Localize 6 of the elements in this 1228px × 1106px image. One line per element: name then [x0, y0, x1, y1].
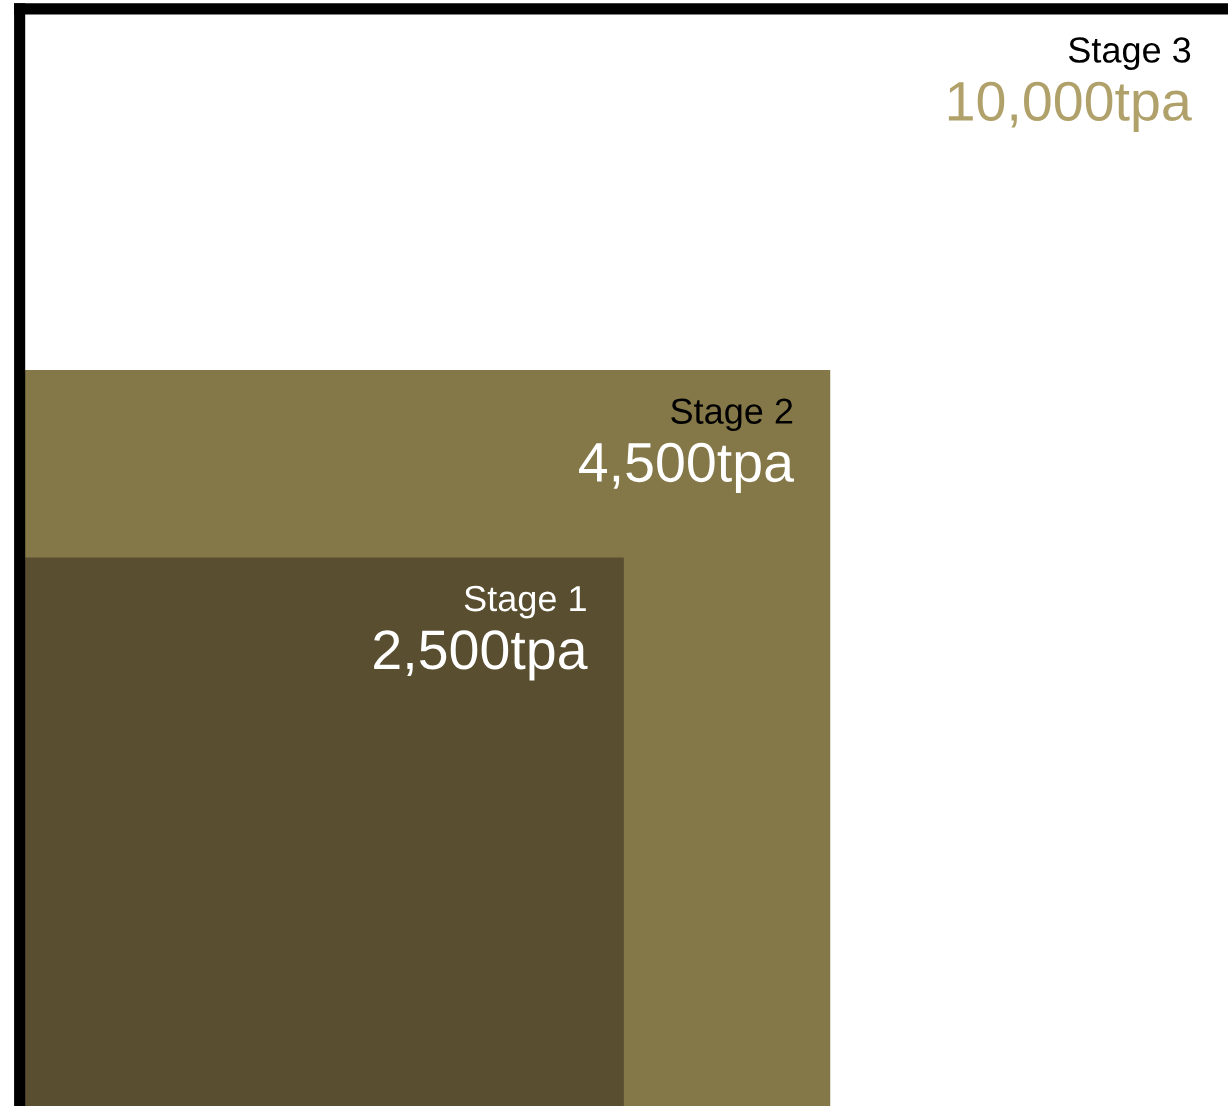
- data-label: 2,500tpa: [374, 630, 588, 681]
- category-label: Stage 2: [671, 398, 793, 432]
- data-label: 10,000tpa: [948, 81, 1192, 132]
- category-label: Stage 3: [1068, 37, 1191, 70]
- data-label: 4,500tpa: [579, 442, 794, 494]
- category-label: Stage 1: [464, 585, 586, 619]
